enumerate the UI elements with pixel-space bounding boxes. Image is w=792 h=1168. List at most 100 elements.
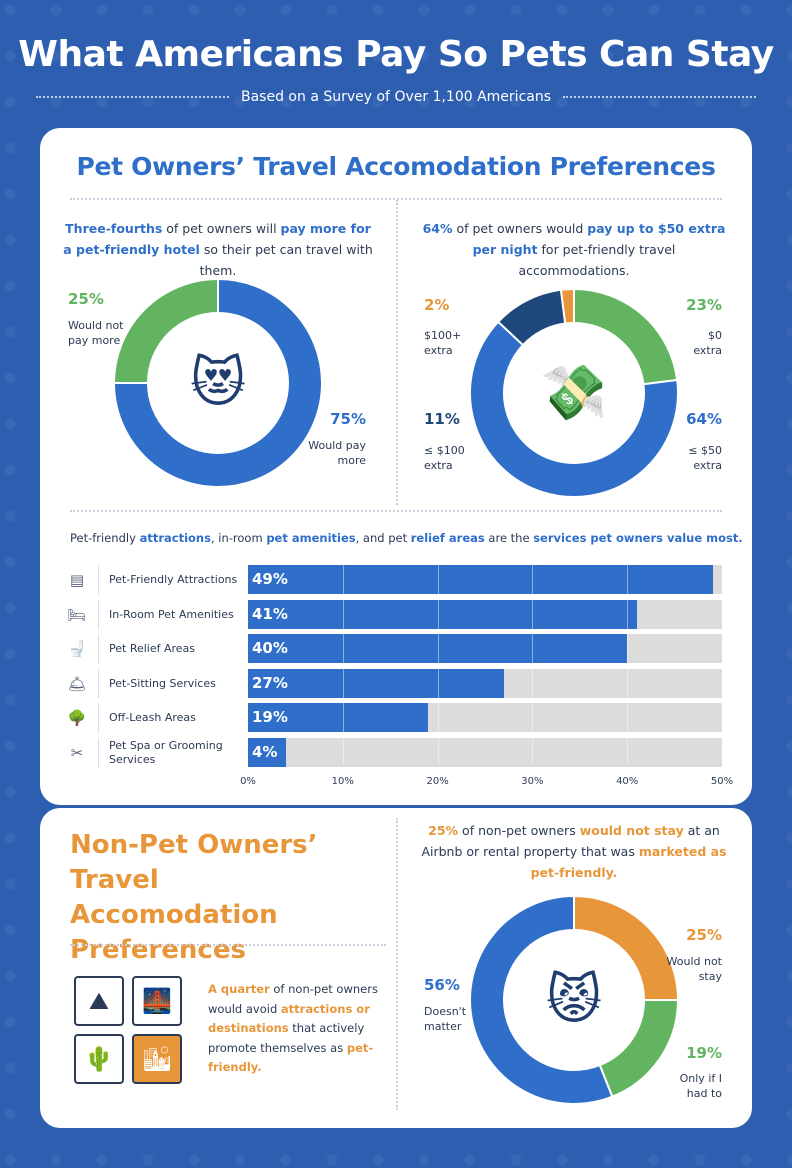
bar-value-label: 49% [252, 570, 288, 588]
bar-label: Pet-Friendly Attractions [109, 573, 238, 586]
slice-pct: 19% [686, 1044, 722, 1062]
slice-pct: 75% [330, 410, 366, 428]
bar-track: 49% [248, 565, 722, 594]
highlight-text: relief areas [410, 531, 485, 545]
highlight-text: pay up to $50 extra per night [472, 221, 726, 257]
flying-money-icon: 💸 [540, 361, 607, 424]
slice-label: Doesn't matter [424, 1005, 467, 1033]
slice-label: Would not pay more [68, 319, 124, 347]
divider [98, 565, 99, 595]
slice-label: $0 extra [693, 329, 722, 357]
highlight-text: attractions or destinations [208, 1001, 370, 1036]
bed-icon: 🛏 [67, 605, 87, 624]
pet-owners-card: Pet Owners’ Travel Accomodation Preferen… [40, 128, 752, 805]
highlight-text: attractions [139, 531, 211, 545]
right-donut-caption: 64% of pet owners would pay up to $50 ex… [416, 218, 732, 281]
divider [36, 96, 229, 98]
non-pet-caption-left: A quarter of non-pet owners would avoid … [208, 980, 388, 1078]
divider [98, 738, 99, 768]
donut-slice [469, 894, 614, 1105]
subtitle-row: Based on a Survey of Over 1,100 American… [36, 89, 757, 105]
bar-track: 40% [248, 634, 722, 664]
x-tick-label: 50% [710, 776, 734, 787]
highlight-text: marketed as pet-friendly. [530, 844, 727, 880]
slice-pct: 56% [424, 976, 460, 994]
highlight-text: pay more for a pet-friendly hotel [63, 221, 371, 257]
non-pet-caption-right: 25% of non-pet owners would not stay at … [416, 820, 732, 883]
service-bell-icon: 🛎 [67, 674, 87, 693]
slice-label: $100+ extra [424, 329, 462, 357]
highlight-text: 25% [428, 823, 459, 838]
caption-text: of pet owners will [162, 221, 281, 236]
bar-value-label: 19% [252, 708, 288, 727]
bar-value-label: 41% [252, 604, 288, 623]
bar-value-label: 40% [252, 639, 288, 658]
non-pet-owners-card: Non-Pet Owners’ Travel Accomodation Pref… [40, 808, 752, 1128]
would-not-stay-donut-chart: 😾 [469, 894, 680, 1105]
x-tick-label: 30% [521, 776, 544, 787]
caption-text: of non-pet owners [458, 823, 580, 838]
highlight-text: A quarter [208, 982, 270, 996]
caption-text: that actively promote themselves as [208, 1021, 365, 1055]
bar-row: 🛎 Pet-Sitting Services [66, 668, 239, 699]
bar-track: 27% [248, 668, 722, 698]
highlight-text: Three-fourths [65, 221, 163, 236]
bar-label: Off-Leash Areas [109, 711, 196, 725]
caption-text: so their pet can travel with them. [199, 242, 373, 278]
left-donut-caption: Three-fourths of pet owners will pay mor… [60, 218, 376, 281]
slice-pct: 2% [424, 296, 450, 314]
slice-pct: 25% [68, 290, 104, 308]
caption-text: of pet owners would [452, 221, 588, 236]
bar [248, 738, 286, 767]
highlight-text: would not stay [579, 823, 684, 838]
slice-pct: 11% [424, 410, 460, 428]
page-title: What Americans Pay So Pets Can Stay [18, 34, 774, 75]
toilet-icon: 🚽 [67, 640, 87, 659]
bar-label: Pet-Sitting Services [109, 676, 216, 690]
bar [248, 668, 504, 698]
grumpy-cat-icon: 😾 [546, 968, 602, 1031]
bar [248, 599, 637, 629]
caption-text: are the [484, 531, 534, 545]
caption-text: Pet-friendly [70, 531, 140, 545]
section-heading: Pet Owners’ Travel Accomodation Preferen… [76, 152, 716, 181]
divider [563, 96, 757, 98]
caption-text: for pet-friendly travel accommodations. [518, 242, 676, 278]
highlight-text: pet amenities [266, 531, 356, 545]
bar [248, 565, 713, 594]
caption-text: at an Airbnb or rental property that was [421, 823, 720, 859]
slice-label: Only if I had to [679, 1072, 722, 1100]
caption-text: of non-pet owners would avoid [208, 982, 378, 1016]
slice-pct: 64% [686, 410, 722, 428]
slice-pct: 23% [686, 296, 722, 314]
divider [98, 668, 99, 699]
bar-track: 4% [248, 738, 722, 767]
scissors-icon: ✂ [70, 744, 84, 762]
bar-row: ▤ Pet-Friendly Attractions [66, 565, 239, 595]
donut-slice [112, 277, 219, 384]
tree-icon: 🌳 [67, 709, 87, 728]
bar-row: 🛏 In-Room Pet Amenities [66, 599, 239, 630]
section-heading: Non-Pet Owners’ Travel Accomodation Pref… [70, 830, 318, 965]
divider [98, 634, 99, 665]
divider [396, 818, 398, 1110]
caption-text: , and pet [355, 531, 411, 545]
bridge-icon: 🌉 [132, 976, 182, 1026]
slice-label: ≤ $50 extra [688, 444, 722, 472]
bar-label: Pet Spa or Grooming Services [109, 739, 223, 766]
caption-text: , in-room [210, 531, 267, 545]
slice-label: Would not stay [666, 955, 722, 983]
slice-pct: 25% [686, 926, 722, 944]
bar-row: 🌳 Off-Leash Areas [66, 703, 239, 734]
highlight-text: 64% [422, 221, 453, 236]
city-night-icon: 🏙 [132, 1034, 182, 1084]
travel-illustrations: ⛰ 🌉 🌵 🏙 [74, 976, 182, 1084]
bar-value-label: 27% [252, 673, 288, 692]
bar-value-label: 4% [252, 743, 278, 761]
bar-row: 🚽 Pet Relief Areas [66, 634, 239, 665]
bar-label: Pet Relief Areas [109, 642, 196, 656]
pay-more-donut-chart: 😻 [112, 277, 323, 488]
bar-label: In-Room Pet Amenities [109, 607, 234, 621]
bar-row: ✂ Pet Spa or Grooming Services [66, 738, 239, 768]
donut-slice [112, 277, 323, 488]
